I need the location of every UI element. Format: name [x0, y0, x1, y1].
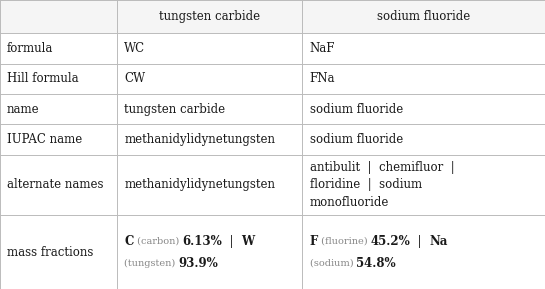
Text: tungsten carbide: tungsten carbide: [159, 10, 261, 23]
Text: F: F: [310, 235, 318, 248]
Text: 6.13%: 6.13%: [182, 235, 222, 248]
Text: methanidylidynetungsten: methanidylidynetungsten: [124, 133, 275, 146]
Text: W: W: [241, 235, 254, 248]
Text: 54.8%: 54.8%: [356, 257, 396, 270]
Text: Na: Na: [429, 235, 447, 248]
Text: (carbon): (carbon): [134, 237, 182, 246]
Bar: [0, 0, 545, 33]
Text: NaF: NaF: [310, 42, 335, 55]
Text: 45.2%: 45.2%: [371, 235, 410, 248]
Text: FNa: FNa: [310, 72, 335, 85]
Text: C: C: [124, 235, 134, 248]
Text: mass fractions: mass fractions: [7, 246, 93, 259]
Text: 93.9%: 93.9%: [179, 257, 219, 270]
Text: (fluorine): (fluorine): [318, 237, 371, 246]
Text: sodium fluoride: sodium fluoride: [310, 133, 403, 146]
Text: |: |: [222, 235, 241, 248]
Text: antibulit  |  chemifluor  |
floridine  |  sodium
monofluoride: antibulit | chemifluor | floridine | sod…: [310, 161, 454, 209]
Text: sodium fluoride: sodium fluoride: [377, 10, 470, 23]
Text: methanidylidynetungsten: methanidylidynetungsten: [124, 179, 275, 191]
Text: formula: formula: [7, 42, 53, 55]
Text: CW: CW: [124, 72, 146, 85]
Text: name: name: [7, 103, 39, 116]
Text: WC: WC: [124, 42, 146, 55]
Text: (tungsten): (tungsten): [124, 259, 179, 268]
Text: |: |: [410, 235, 429, 248]
Text: tungsten carbide: tungsten carbide: [124, 103, 226, 116]
Text: sodium fluoride: sodium fluoride: [310, 103, 403, 116]
Text: Hill formula: Hill formula: [7, 72, 78, 85]
Text: alternate names: alternate names: [7, 179, 103, 191]
Text: (sodium): (sodium): [310, 259, 356, 268]
Text: IUPAC name: IUPAC name: [7, 133, 82, 146]
